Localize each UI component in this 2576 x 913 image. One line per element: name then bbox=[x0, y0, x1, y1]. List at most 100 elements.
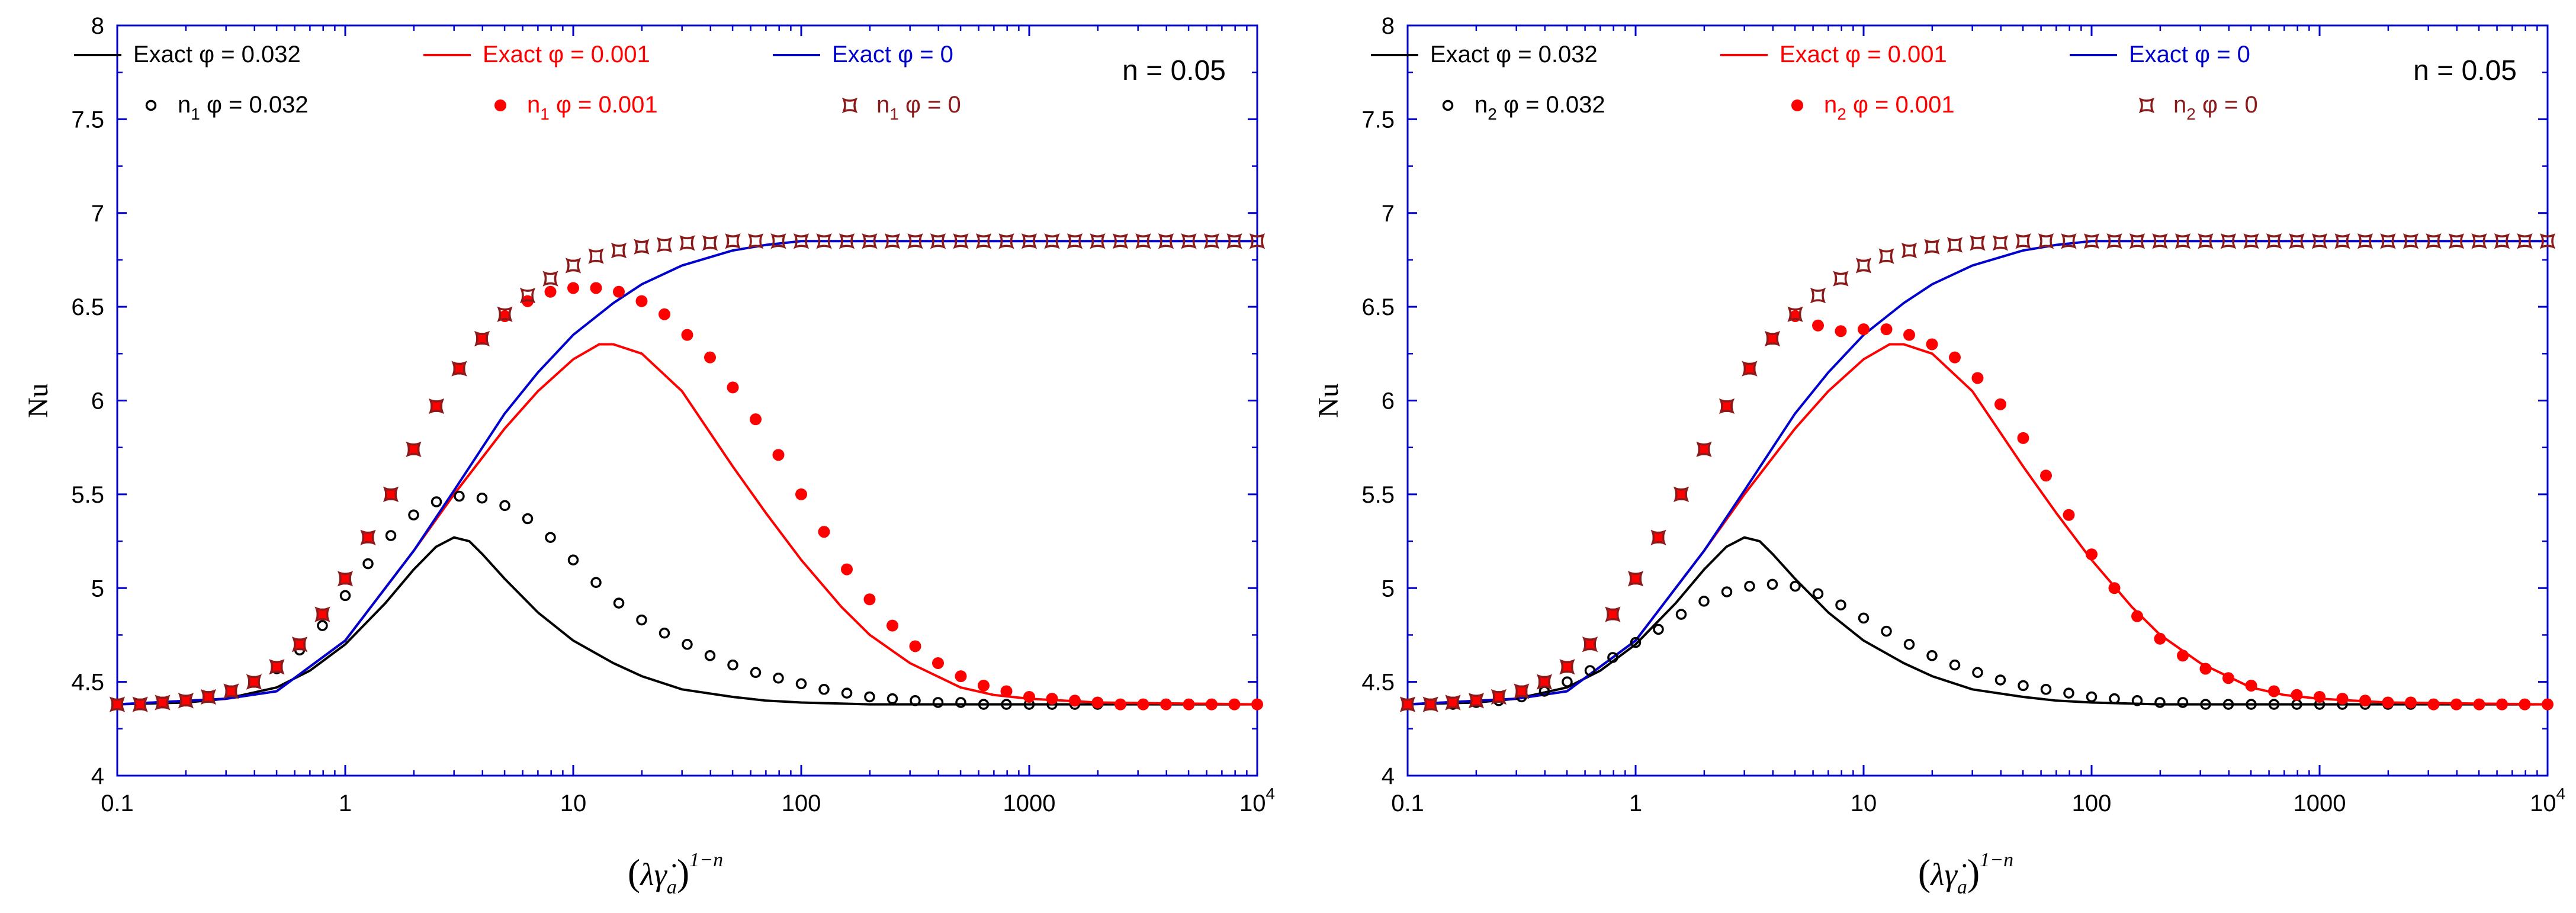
legend-label-text: φ = 0.001 bbox=[550, 92, 658, 118]
data-point bbox=[383, 486, 399, 503]
series-2 bbox=[117, 240, 1257, 706]
data-point bbox=[2334, 233, 2350, 249]
x-axis-label-exponent: 1−n bbox=[689, 849, 723, 871]
data-point bbox=[385, 488, 397, 500]
data-point bbox=[1399, 696, 1416, 712]
data-point bbox=[269, 659, 285, 675]
data-point bbox=[1584, 665, 1596, 676]
data-point bbox=[953, 233, 969, 249]
data-point bbox=[886, 693, 898, 705]
legend-label: Exact φ = 0.001 bbox=[483, 41, 650, 67]
data-point bbox=[1766, 332, 1778, 345]
data-point bbox=[294, 638, 306, 651]
data-point bbox=[109, 696, 126, 712]
data-point bbox=[339, 590, 351, 602]
data-point bbox=[200, 689, 217, 705]
data-point bbox=[2471, 233, 2487, 249]
data-point bbox=[863, 593, 876, 606]
data-point bbox=[545, 532, 556, 543]
data-point bbox=[453, 362, 465, 375]
data-point bbox=[2314, 690, 2326, 703]
data-point bbox=[635, 295, 648, 307]
data-point bbox=[2494, 233, 2510, 249]
data-point bbox=[1584, 638, 1597, 651]
data-point bbox=[2539, 233, 2556, 249]
data-point bbox=[499, 500, 510, 512]
data-point bbox=[2015, 233, 2031, 249]
data-point bbox=[1203, 233, 1220, 249]
data-point bbox=[178, 693, 194, 709]
data-point bbox=[1764, 330, 1781, 347]
legend-item: n1 φ = 0.001 bbox=[494, 92, 658, 123]
data-point bbox=[2177, 650, 2189, 662]
legend-label-subscript: 2 bbox=[2186, 105, 2196, 123]
data-point bbox=[1926, 338, 1938, 351]
y-tick-label: 6.5 bbox=[1361, 294, 1395, 320]
legend-label: n2 φ = 0 bbox=[2173, 92, 2258, 123]
series-2 bbox=[1407, 240, 2548, 706]
data-point bbox=[1226, 233, 1242, 249]
series-3 bbox=[111, 490, 1263, 710]
data-point bbox=[659, 308, 671, 320]
y-tick-label: 6 bbox=[91, 388, 104, 414]
data-point bbox=[816, 233, 832, 249]
data-point bbox=[1158, 233, 1174, 249]
data-point bbox=[613, 597, 625, 609]
data-point bbox=[1812, 319, 1825, 332]
data-point bbox=[930, 233, 946, 249]
legend-label-text: φ = 0.032 bbox=[1497, 92, 1605, 118]
data-point bbox=[2129, 233, 2145, 249]
data-point bbox=[2040, 684, 2052, 695]
y-tick-label: 7 bbox=[1382, 201, 1395, 227]
data-point bbox=[476, 492, 488, 504]
data-point bbox=[2311, 233, 2328, 249]
data-point bbox=[1835, 325, 1847, 337]
data-point bbox=[862, 233, 878, 249]
legend-label-text: φ = 0.032 bbox=[200, 92, 309, 118]
y-tick-label: 5.5 bbox=[71, 482, 104, 508]
data-point bbox=[1090, 233, 1106, 249]
data-point bbox=[910, 695, 921, 706]
legend-label: Exact φ = 0.032 bbox=[133, 41, 301, 67]
data-point bbox=[1514, 683, 1530, 699]
data-point bbox=[2154, 632, 2166, 645]
legend-label-symbol: n bbox=[2173, 92, 2186, 118]
legend-label-subscript: 1 bbox=[540, 105, 550, 123]
data-point bbox=[1114, 698, 1127, 711]
data-point bbox=[2519, 698, 2531, 711]
data-point bbox=[818, 526, 830, 538]
data-point bbox=[1721, 400, 1733, 413]
data-point bbox=[544, 285, 557, 298]
data-point bbox=[1605, 606, 1621, 622]
data-point bbox=[179, 695, 192, 707]
data-point bbox=[542, 271, 558, 287]
data-point bbox=[407, 443, 420, 455]
series-0 bbox=[117, 536, 1257, 706]
data-point bbox=[2380, 233, 2396, 249]
data-point bbox=[2542, 698, 2553, 711]
legend-label: Exact φ = 0.032 bbox=[1430, 41, 1598, 67]
legend-label-subscript: 1 bbox=[889, 105, 899, 123]
data-point bbox=[428, 398, 445, 414]
data-point bbox=[567, 554, 579, 565]
data-point bbox=[2200, 699, 2211, 710]
data-point bbox=[1721, 586, 1733, 597]
legend-label-subscript: 2 bbox=[1488, 105, 1497, 123]
y-tick-label: 5 bbox=[1382, 576, 1395, 602]
legend-item: n2 φ = 0.001 bbox=[1791, 92, 1955, 123]
data-point bbox=[2245, 679, 2257, 692]
series-1 bbox=[1407, 343, 2548, 706]
data-point bbox=[1228, 698, 1241, 711]
data-point bbox=[385, 530, 397, 541]
data-point bbox=[451, 361, 467, 377]
data-point bbox=[360, 529, 376, 545]
legend-label-text: φ = 0.001 bbox=[1846, 92, 1955, 118]
data-point bbox=[1159, 698, 1172, 711]
data-point bbox=[2154, 697, 2166, 708]
data-point bbox=[1607, 652, 1618, 663]
x-axis-label-lambda: λ bbox=[1929, 857, 1944, 892]
data-point bbox=[884, 233, 901, 249]
series-line bbox=[117, 536, 1257, 706]
data-point bbox=[1000, 685, 1013, 697]
